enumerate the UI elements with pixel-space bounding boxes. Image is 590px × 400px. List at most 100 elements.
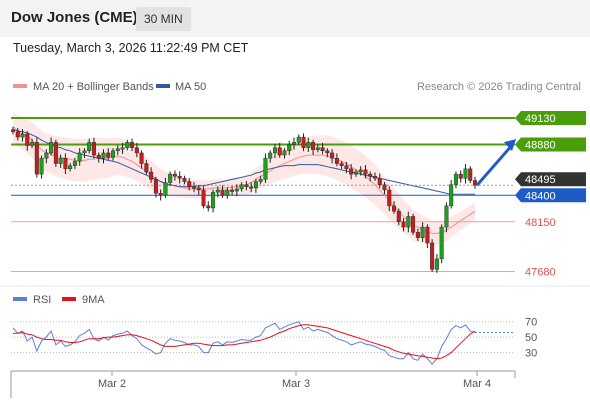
candle-body (277, 147, 282, 156)
candle (30, 138, 35, 149)
candle-body (234, 188, 239, 192)
candle (77, 148, 82, 166)
candle (292, 137, 297, 150)
candle (187, 177, 192, 191)
candle-body (206, 205, 211, 209)
candle-body (239, 184, 244, 190)
candle (44, 149, 49, 164)
candle-body (449, 184, 454, 207)
candle-body (320, 147, 325, 152)
level-tag-48880 (515, 137, 586, 152)
candle (296, 134, 301, 145)
candle-body (406, 216, 411, 228)
legend-swatch-ma20 (13, 84, 27, 88)
candle (53, 139, 58, 168)
candle (458, 170, 463, 183)
candle (468, 166, 473, 184)
candle-body (182, 178, 187, 182)
candle (339, 160, 344, 170)
candle-body (149, 171, 154, 180)
candle-body (168, 173, 173, 183)
candle-body (106, 152, 111, 158)
candle (311, 139, 316, 155)
candle (272, 143, 277, 159)
candle (163, 177, 168, 198)
candle (425, 224, 430, 249)
candle-body (91, 142, 96, 156)
candle-body (473, 180, 478, 186)
candle-body (396, 210, 401, 222)
candle (330, 149, 335, 164)
candle-body (82, 150, 87, 154)
candle-body (258, 179, 263, 182)
candle (358, 166, 363, 176)
candle-body (387, 189, 392, 207)
copyright-text: Research © 2026 Trading Central (417, 81, 581, 93)
candle-body (463, 168, 468, 179)
candle-body (25, 133, 30, 146)
main-legend: MA 20 + Bollinger Bands MA 50 Research ©… (13, 81, 581, 93)
candle-body (115, 148, 120, 152)
candle (244, 181, 249, 191)
candle-body (439, 226, 444, 260)
legend-label-9ma: 9MA (82, 294, 105, 306)
candle-body (111, 150, 116, 158)
candle-body (415, 232, 420, 238)
candle-body (163, 182, 168, 196)
candle-body (220, 189, 225, 196)
level-label-49130: 49130 (525, 113, 556, 125)
candle-body (68, 165, 73, 170)
candle-body (344, 165, 349, 170)
candle (225, 187, 230, 199)
candle-body (372, 176, 377, 179)
candle-body (249, 186, 254, 189)
candle (34, 137, 39, 178)
candle-body (172, 173, 177, 177)
candle (453, 171, 458, 189)
candle-body (325, 150, 330, 154)
candle (306, 137, 311, 152)
x-tick-label: Mar 4 (463, 378, 491, 390)
price-plot-area: 49130 48880 48495 48400 48150 47680 (10, 111, 586, 279)
candle-body (53, 142, 58, 164)
candle (249, 182, 254, 193)
ma20-line (12, 126, 476, 234)
candle (39, 155, 44, 179)
candle (463, 164, 468, 184)
candle-body (201, 189, 206, 207)
candle-body (130, 142, 135, 148)
candle-body (134, 147, 139, 154)
candle-body (301, 136, 306, 148)
candle-body (215, 189, 220, 193)
candle-body (10, 129, 15, 132)
candle (211, 189, 216, 213)
candle (344, 161, 349, 174)
level-tag-48400 (515, 188, 586, 203)
candle (201, 186, 206, 209)
instrument-title: Dow Jones (CME) (11, 9, 138, 26)
candle (382, 182, 387, 195)
candle-body (125, 142, 130, 148)
candle (430, 239, 435, 273)
timeframe-badge[interactable]: 30 MIN (136, 7, 191, 31)
candle-body (158, 192, 163, 196)
candle-body (306, 142, 311, 148)
legend-swatch-rsi (13, 297, 27, 301)
candle (434, 254, 439, 273)
candle (396, 208, 401, 226)
candle-body (39, 158, 44, 175)
candle-body (120, 147, 125, 150)
candle (439, 224, 444, 264)
level-label-47680: 47680 (525, 267, 556, 279)
candle-body (282, 150, 287, 156)
candle (420, 222, 425, 242)
candle (401, 218, 406, 232)
level-label-48400: 48400 (525, 190, 556, 202)
candle (58, 154, 63, 168)
candle-body (244, 184, 249, 188)
candle (473, 176, 478, 189)
candle-body (153, 179, 158, 194)
candle-body (444, 205, 449, 228)
candle-body (144, 163, 149, 173)
candle (172, 170, 177, 181)
